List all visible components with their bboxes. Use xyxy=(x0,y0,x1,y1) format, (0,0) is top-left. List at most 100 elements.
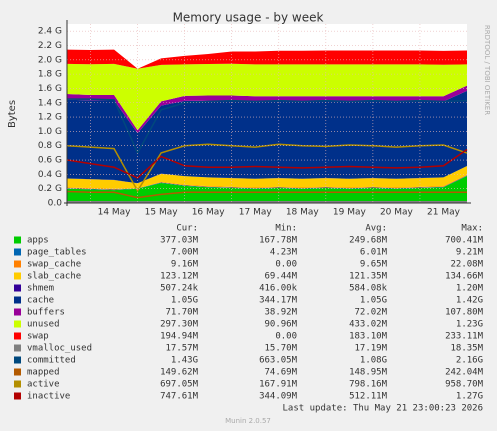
legend-swatch xyxy=(14,272,21,280)
legend-stat: 9.65M xyxy=(360,260,388,270)
legend-swatch xyxy=(14,320,21,328)
legend-stat: 2.16G xyxy=(456,356,483,366)
legend-stat: 512.11M xyxy=(349,392,388,402)
legend-stat: 121.35M xyxy=(349,272,388,282)
legend-stat: 183.10M xyxy=(349,332,388,342)
legend-label: slab_cache xyxy=(27,272,81,282)
legend-stat: 149.62M xyxy=(160,368,199,378)
legend-stat: 416.00k xyxy=(259,284,298,294)
legend-label: vmalloc_used xyxy=(27,344,92,354)
legend-stat: 167.91M xyxy=(259,380,298,390)
legend-swatch xyxy=(14,260,21,268)
legend-stat: 1.23G xyxy=(456,320,483,330)
legend-stat: 663.05M xyxy=(259,356,298,366)
legend-stat: 1.27G xyxy=(456,392,483,402)
legend-stat: 344.09M xyxy=(259,392,298,402)
legend-stat: 90.96M xyxy=(264,320,297,330)
area xyxy=(67,166,467,189)
legend-stat: 697.05M xyxy=(160,380,199,390)
chart-title: Memory usage - by week xyxy=(173,11,324,25)
y-tick-label: 0.8 G xyxy=(38,141,62,151)
legend-stat: 1.05G xyxy=(171,296,198,306)
y-tick-label: 1.0 G xyxy=(38,127,62,137)
version: Munin 2.0.57 xyxy=(225,417,271,425)
legend-stat: 1.43G xyxy=(171,356,198,366)
x-tick-label: 20 May xyxy=(380,208,414,218)
legend-stat: 167.78M xyxy=(259,236,298,246)
legend-stat: 194.94M xyxy=(160,332,199,342)
area xyxy=(67,85,467,134)
legend-swatch xyxy=(14,392,21,400)
legend-stat: 1.42G xyxy=(456,296,483,306)
legend-stat: 297.30M xyxy=(160,320,199,330)
legend-stat: 0.00 xyxy=(275,332,297,342)
legend-stat: 958.70M xyxy=(445,380,484,390)
legend-stat: 507.24k xyxy=(160,284,199,294)
legend-label: swap xyxy=(27,332,49,342)
legend-label: swap_cache xyxy=(27,260,81,270)
y-tick-label: 2.0 G xyxy=(38,55,62,65)
x-tick-label: 17 May xyxy=(239,208,273,218)
legend-stat: 17.57M xyxy=(165,344,198,354)
legend-stat: 107.80M xyxy=(445,308,484,318)
legend-stat: 233.11M xyxy=(445,332,484,342)
line xyxy=(66,143,468,193)
legend-stat: 69.44M xyxy=(264,272,297,282)
legend-stat: 1.05G xyxy=(360,296,387,306)
legend-stat: 249.68M xyxy=(349,236,388,246)
x-tick-label: 19 May xyxy=(333,208,367,218)
legend-header: Cur: xyxy=(176,224,198,234)
footer: Last update: Thu May 21 23:00:23 2026 xyxy=(283,404,483,414)
area xyxy=(67,63,467,131)
legend-swatch xyxy=(14,380,21,388)
legend-stat: 9.16M xyxy=(171,260,199,270)
y-tick-label: 2.4 G xyxy=(38,27,62,37)
y-tick-label: 0.2 G xyxy=(38,184,62,194)
legend-stat: 584.08k xyxy=(349,284,388,294)
y-tick-label: 0.6 G xyxy=(38,156,62,166)
x-tick-label: 16 May xyxy=(192,208,226,218)
x-tick-label: 15 May xyxy=(145,208,179,218)
legend-stat: 123.12M xyxy=(160,272,199,282)
area xyxy=(67,49,467,69)
y-tick-label: 1.2 G xyxy=(38,113,62,123)
x-tick-label: 21 May xyxy=(427,208,461,218)
legend-stat: 242.04M xyxy=(445,368,484,378)
x-tick-label: 18 May xyxy=(286,208,320,218)
legend-label: shmem xyxy=(27,284,54,294)
legend-swatch xyxy=(14,308,21,316)
legend-stat: 74.69M xyxy=(264,368,297,378)
legend-stat: 15.70M xyxy=(264,344,297,354)
legend-stat: 148.95M xyxy=(349,368,388,378)
y-tick-label: 0.0 xyxy=(48,199,63,209)
y-tick-label: 1.6 G xyxy=(38,84,62,94)
legend-label: mapped xyxy=(27,368,60,378)
legend-stat: 72.02M xyxy=(354,308,387,318)
legend-stat: 747.61M xyxy=(160,392,199,402)
legend-label: page_tables xyxy=(27,248,87,258)
legend-swatch xyxy=(14,236,21,244)
legend-stat: 134.66M xyxy=(445,272,484,282)
legend-label: committed xyxy=(27,356,76,366)
legend-label: buffers xyxy=(27,308,65,318)
legend-stat: 18.35M xyxy=(450,344,483,354)
legend-label: cache xyxy=(27,296,54,306)
legend-stat: 344.17M xyxy=(259,296,298,306)
legend-swatch xyxy=(14,344,21,352)
legend-swatch xyxy=(14,368,21,376)
legend-header: Min: xyxy=(275,224,297,234)
legend-stat: 4.23M xyxy=(270,248,298,258)
legend-swatch xyxy=(14,296,21,304)
legend-label: apps xyxy=(27,236,49,246)
legend-stat: 9.21M xyxy=(456,248,484,258)
line xyxy=(66,148,468,179)
legend-stat: 71.70M xyxy=(165,308,198,318)
legend-stat: 6.01M xyxy=(360,248,388,258)
legend-label: active xyxy=(27,380,60,390)
y-tick-label: 1.8 G xyxy=(38,70,62,80)
legend-swatch xyxy=(14,284,21,292)
area xyxy=(67,176,467,203)
legend-stat: 700.41M xyxy=(445,236,484,246)
legend-header: Max: xyxy=(461,224,483,234)
